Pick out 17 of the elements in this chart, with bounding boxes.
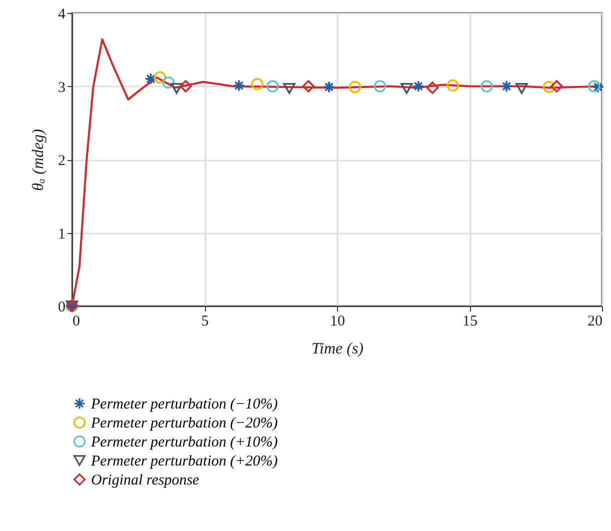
y-tick-label: 0 (58, 300, 66, 316)
x-tick-label: 0 (72, 314, 80, 330)
legend-label: Permeter perturbation (+10%) (90, 434, 278, 450)
x-tick-label: 10 (330, 314, 345, 330)
legend-label: Original response (91, 472, 200, 488)
y-tick-label: 3 (58, 80, 66, 96)
y-axis-title: θₐ (mdeg) (30, 129, 47, 191)
y-tick-label: 2 (58, 153, 66, 169)
x-axis-title: Time (s) (312, 340, 364, 358)
legend-label: Permeter perturbation (+20%) (90, 454, 278, 470)
legend-label: Permeter perturbation (−20%) (90, 416, 278, 432)
x-tick-label: 15 (462, 314, 478, 330)
x-tick-label: 5 (201, 314, 209, 330)
legend-label: Permeter perturbation (−10%) (90, 396, 278, 412)
y-tick-label: 1 (58, 226, 66, 242)
y-tick-label: 4 (58, 6, 66, 22)
x-tick-label: 20 (588, 314, 602, 330)
